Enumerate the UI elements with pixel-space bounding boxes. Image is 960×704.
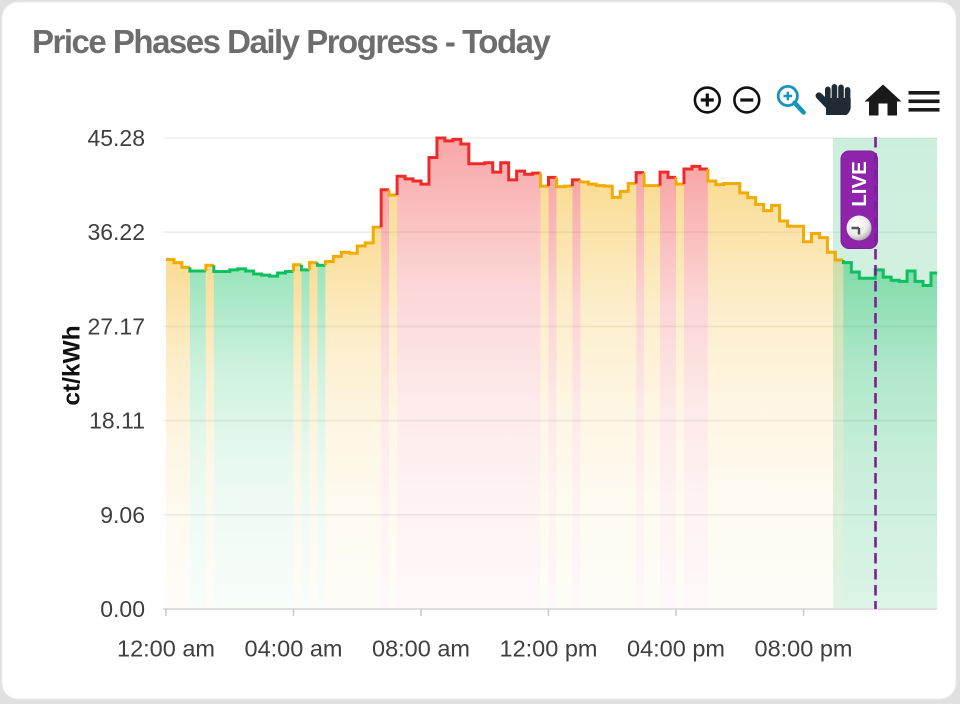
svg-text:04:00 pm: 04:00 pm bbox=[627, 636, 725, 662]
svg-text:ct/kWh: ct/kWh bbox=[59, 325, 86, 405]
svg-text:Price Phases Daily Progress -: Price Phases Daily Progress - Today bbox=[32, 23, 551, 60]
svg-text:36.22: 36.22 bbox=[87, 219, 145, 245]
svg-text:45.28: 45.28 bbox=[87, 125, 145, 151]
svg-text:9.06: 9.06 bbox=[100, 502, 145, 528]
svg-text:18.11: 18.11 bbox=[89, 408, 145, 434]
svg-text:0.00: 0.00 bbox=[100, 596, 145, 622]
svg-text:08:00 am: 08:00 am bbox=[372, 636, 470, 662]
svg-text:04:00 am: 04:00 am bbox=[245, 636, 343, 662]
svg-text:LIVE: LIVE bbox=[848, 161, 871, 207]
svg-text:27.17: 27.17 bbox=[87, 313, 145, 339]
svg-text:08:00 pm: 08:00 pm bbox=[755, 636, 853, 662]
svg-text:12:00 am: 12:00 am bbox=[117, 636, 215, 662]
svg-text:12:00 pm: 12:00 pm bbox=[500, 636, 598, 662]
